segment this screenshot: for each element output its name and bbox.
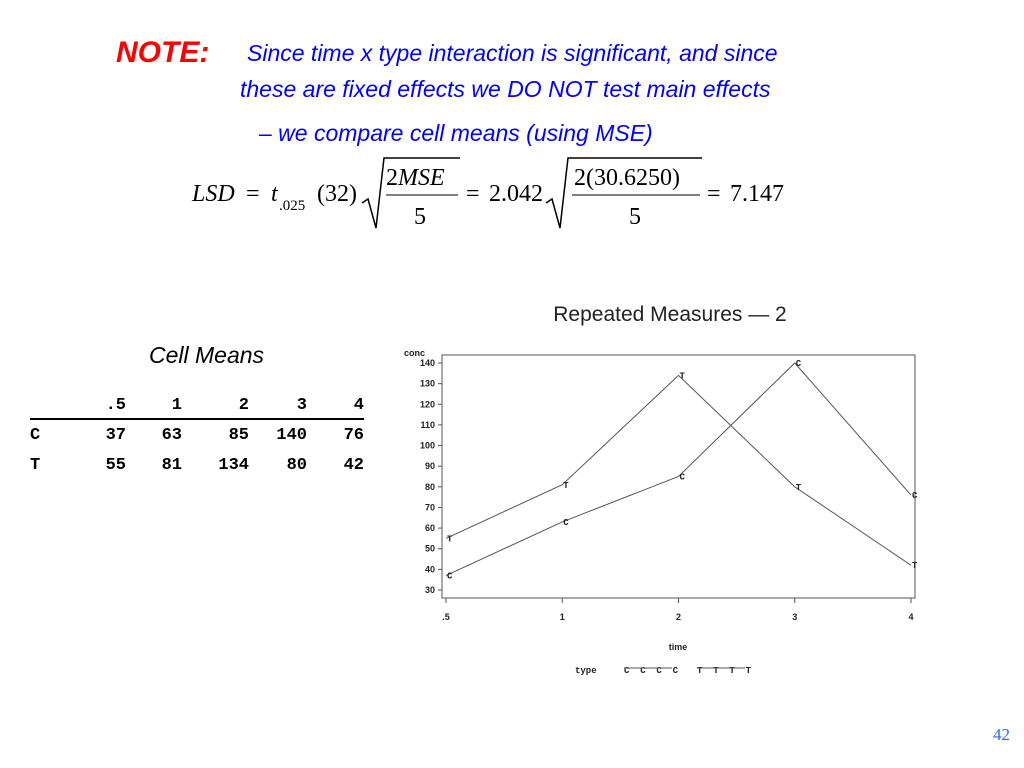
chart-legend: type C C C C T T T T xyxy=(575,666,752,676)
table-cell: 85 xyxy=(228,425,249,445)
data-point-marker: C xyxy=(447,572,453,582)
x-tick-label: 2 xyxy=(676,612,681,622)
y-tick-label: 80 xyxy=(425,482,435,492)
data-point-marker: C xyxy=(796,359,802,369)
chart-series: C C C C C T T T T T xyxy=(445,359,918,582)
data-point-marker: C xyxy=(563,518,569,528)
y-tick-label: 60 xyxy=(425,523,435,533)
data-point-marker: T xyxy=(680,371,686,381)
equals-sign-3: = xyxy=(707,181,721,207)
denominator-1: 5 xyxy=(414,204,426,230)
legend-entry-c: C C C C xyxy=(624,666,679,676)
table-cell: 37 xyxy=(105,425,126,445)
y-tick-label: 40 xyxy=(425,564,435,574)
y-tick-label: 120 xyxy=(420,399,435,409)
table-cell: 81 xyxy=(161,455,182,475)
cell-means-table: .5 1 2 3 4 C 37 63 85 140 76 T 55 81 134… xyxy=(30,392,364,480)
data-point-marker: C xyxy=(680,473,686,483)
x-axis-label: time xyxy=(669,642,688,652)
data-point-marker: C xyxy=(912,491,918,501)
equals-sign-1: = xyxy=(246,181,260,207)
y-tick-label: 130 xyxy=(420,379,435,389)
legend-label: type xyxy=(575,666,597,676)
lsd-formula: LSD = t .025 (32) 2 MSE 5 = 2.042 2(30.6… xyxy=(191,157,784,230)
table-column-header: 1 xyxy=(126,392,182,420)
numerator-1-var: MSE xyxy=(397,165,445,191)
table-row: T 55 81 134 80 42 xyxy=(30,450,364,480)
radical-2 xyxy=(545,157,702,229)
y-tick-label: 100 xyxy=(420,441,435,451)
y-tick-label: 110 xyxy=(420,420,435,430)
x-tick-label: 4 xyxy=(908,612,913,622)
y-tick-label: 140 xyxy=(420,358,435,368)
data-point-marker: T xyxy=(796,483,802,493)
t-critical-value: 2.042 xyxy=(489,181,543,207)
equals-sign-2: = xyxy=(466,181,480,207)
y-tick-label: 70 xyxy=(425,502,435,512)
lsd-symbol: LSD xyxy=(191,181,235,207)
table-cell: 80 xyxy=(286,455,307,475)
series-line-c xyxy=(445,362,912,577)
numerator-1-coef: 2 xyxy=(386,165,398,191)
lsd-result: 7.147 xyxy=(730,181,784,207)
x-tick-label: 1 xyxy=(560,612,565,622)
table-column-header: 4 xyxy=(307,392,364,420)
table-row: C 37 63 85 140 76 xyxy=(30,419,364,450)
y-tick-label: 50 xyxy=(425,544,435,554)
table-cell: 42 xyxy=(343,455,364,475)
cell-means-title: Cell Means xyxy=(149,342,265,368)
series-line-t xyxy=(445,374,912,566)
data-point-marker: T xyxy=(563,481,569,491)
note-text-1: Since time x type interaction is signifi… xyxy=(247,40,778,66)
numerator-2: 2(30.6250) xyxy=(574,165,680,191)
table-cell: 76 xyxy=(343,425,364,445)
repeated-measures-chart: Repeated Measures — 2 conc 30 40 50 60 70 80 9… xyxy=(404,303,918,676)
x-tick-label: .5 xyxy=(442,612,450,622)
y-tick-label: 90 xyxy=(425,461,435,471)
page-number: 42 xyxy=(993,725,1010,744)
x-tick-label: 3 xyxy=(792,612,797,622)
table-header-row: .5 1 2 3 4 xyxy=(30,392,364,420)
note-text-2: these are fixed effects we DO NOT test m… xyxy=(240,76,771,102)
denominator-2: 5 xyxy=(629,204,641,230)
table-cell: 63 xyxy=(161,425,182,445)
row-label: C xyxy=(30,425,41,445)
table-cell: 134 xyxy=(218,455,249,475)
radical-1 xyxy=(361,157,460,229)
note-text-3: – we compare cell means (using MSE) xyxy=(259,120,653,146)
degrees-of-freedom: (32) xyxy=(317,181,357,207)
chart-title: Repeated Measures — 2 xyxy=(553,303,786,326)
data-point-marker: T xyxy=(447,534,453,544)
table-column-header: .5 xyxy=(86,392,126,420)
table-column-header: 2 xyxy=(182,392,249,420)
row-label: T xyxy=(30,455,41,475)
table-cell: 55 xyxy=(105,455,126,475)
note-label: NOTE: xyxy=(116,36,210,69)
y-axis-label: conc xyxy=(404,348,425,358)
table-cell: 140 xyxy=(276,425,307,445)
y-tick-label: 30 xyxy=(425,585,435,595)
legend-entry-t: T T T T xyxy=(697,666,752,676)
chart-axes: 30 40 50 60 70 80 90 100 110 120 130 140 .5 1 2 3 4 xyxy=(420,358,914,622)
t-subscript: .025 xyxy=(279,198,305,214)
table-column-header: 3 xyxy=(249,392,307,420)
table-header-corner xyxy=(30,392,86,420)
t-symbol: t xyxy=(271,181,279,207)
data-point-marker: T xyxy=(912,561,918,571)
